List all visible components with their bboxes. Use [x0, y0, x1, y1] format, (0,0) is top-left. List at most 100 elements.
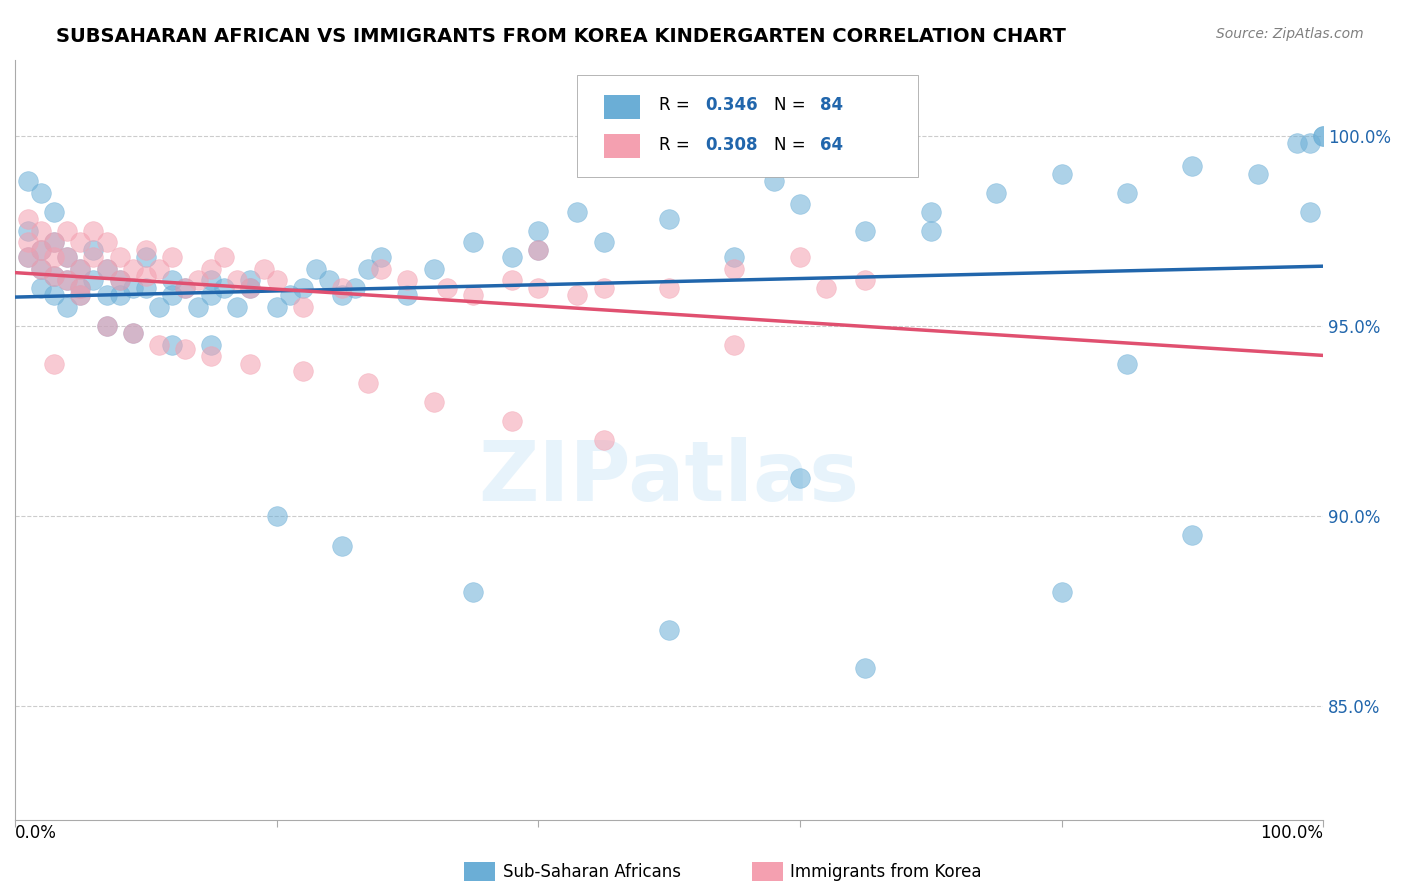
Text: R =: R =	[658, 96, 695, 114]
Text: N =: N =	[773, 96, 811, 114]
Point	[984, 186, 1007, 200]
Point	[853, 273, 876, 287]
Point	[82, 250, 104, 264]
Point	[69, 281, 91, 295]
Point	[1312, 128, 1334, 143]
Point	[187, 273, 209, 287]
Text: Immigrants from Korea: Immigrants from Korea	[790, 863, 981, 881]
Point	[44, 235, 66, 249]
Point	[305, 261, 328, 276]
Point	[789, 197, 811, 211]
Point	[135, 250, 157, 264]
Point	[17, 224, 39, 238]
Point	[30, 243, 52, 257]
Point	[82, 273, 104, 287]
Point	[1116, 357, 1139, 371]
Point	[239, 281, 262, 295]
Point	[148, 337, 170, 351]
Text: 0.346: 0.346	[706, 96, 758, 114]
Point	[853, 661, 876, 675]
Point	[226, 300, 249, 314]
Point	[69, 261, 91, 276]
Point	[174, 342, 197, 356]
Point	[30, 261, 52, 276]
Point	[396, 288, 419, 302]
Point	[200, 261, 222, 276]
Point	[226, 273, 249, 287]
Point	[815, 281, 838, 295]
Point	[121, 326, 143, 341]
Point	[527, 224, 550, 238]
Point	[69, 281, 91, 295]
Point	[920, 224, 942, 238]
Point	[200, 337, 222, 351]
Point	[187, 300, 209, 314]
Point	[278, 288, 301, 302]
Point	[239, 273, 262, 287]
Point	[1050, 167, 1073, 181]
Point	[214, 281, 236, 295]
Point	[1299, 204, 1322, 219]
Point	[96, 318, 118, 333]
Point	[370, 261, 392, 276]
Text: 100.0%: 100.0%	[1260, 823, 1323, 842]
Point	[853, 224, 876, 238]
Point	[330, 281, 353, 295]
Point	[108, 250, 131, 264]
Point	[56, 224, 79, 238]
Point	[422, 261, 444, 276]
Point	[82, 243, 104, 257]
Point	[291, 364, 314, 378]
Point	[291, 300, 314, 314]
Point	[135, 243, 157, 257]
Point	[592, 281, 614, 295]
Point	[200, 349, 222, 363]
Point	[396, 273, 419, 287]
Point	[330, 288, 353, 302]
Point	[44, 204, 66, 219]
Point	[501, 273, 523, 287]
Point	[56, 250, 79, 264]
Point	[200, 273, 222, 287]
Point	[148, 300, 170, 314]
Point	[501, 414, 523, 428]
Point	[160, 337, 183, 351]
Point	[69, 288, 91, 302]
Point	[461, 584, 484, 599]
Point	[44, 235, 66, 249]
Point	[592, 433, 614, 447]
Point	[789, 250, 811, 264]
FancyBboxPatch shape	[578, 75, 918, 178]
Point	[174, 281, 197, 295]
Point	[1299, 136, 1322, 151]
Text: 64: 64	[820, 136, 842, 153]
Point	[344, 281, 367, 295]
Text: Sub-Saharan Africans: Sub-Saharan Africans	[503, 863, 682, 881]
Point	[318, 273, 340, 287]
Point	[723, 337, 745, 351]
Point	[658, 281, 681, 295]
Point	[135, 269, 157, 284]
Point	[266, 508, 288, 523]
Text: 0.308: 0.308	[706, 136, 758, 153]
Point	[56, 273, 79, 287]
Point	[291, 281, 314, 295]
Point	[108, 273, 131, 287]
Point	[252, 261, 274, 276]
Point	[82, 224, 104, 238]
Point	[658, 623, 681, 637]
Point	[789, 471, 811, 485]
Point	[30, 281, 52, 295]
Point	[30, 243, 52, 257]
Point	[17, 174, 39, 188]
Point	[30, 224, 52, 238]
Point	[1181, 528, 1204, 542]
Point	[370, 250, 392, 264]
Point	[17, 250, 39, 264]
Point	[148, 261, 170, 276]
Point	[96, 261, 118, 276]
Point	[96, 318, 118, 333]
Point	[108, 273, 131, 287]
Bar	[603, 95, 640, 119]
Point	[69, 261, 91, 276]
